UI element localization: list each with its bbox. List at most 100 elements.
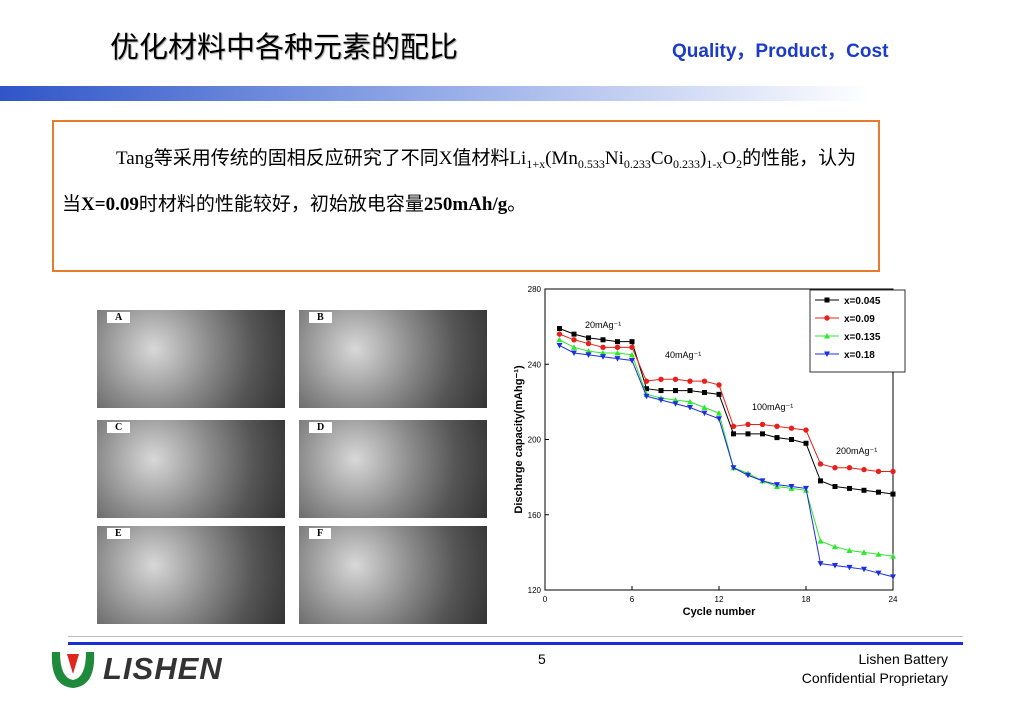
text-run: 0.233 bbox=[623, 157, 651, 171]
data-point bbox=[817, 461, 824, 467]
text-run: 。 bbox=[507, 194, 527, 215]
data-point bbox=[890, 468, 896, 475]
text-run: ) bbox=[700, 148, 707, 169]
data-point bbox=[643, 393, 650, 400]
y-tick-label: 280 bbox=[528, 285, 542, 294]
data-point bbox=[817, 538, 824, 544]
data-point bbox=[890, 553, 896, 559]
data-point bbox=[803, 485, 809, 492]
data-point bbox=[571, 350, 577, 356]
data-point bbox=[890, 491, 896, 497]
data-point bbox=[716, 416, 722, 422]
legend-label: x=0.09 bbox=[844, 314, 875, 325]
text-run: 0.533 bbox=[577, 157, 605, 171]
data-point bbox=[890, 574, 896, 580]
legend-marker bbox=[824, 297, 830, 303]
x-tick-label: 6 bbox=[630, 595, 635, 604]
annotation: 200mAg⁻¹ bbox=[836, 446, 877, 456]
data-point bbox=[629, 357, 635, 364]
data-point bbox=[672, 376, 679, 382]
data-point bbox=[875, 468, 882, 475]
text-run: (Mn bbox=[545, 148, 578, 169]
text-run: 时材料的性能较好，初始放电容量 bbox=[138, 194, 424, 215]
data-point bbox=[846, 547, 853, 553]
footer-rule bbox=[68, 636, 963, 637]
data-point bbox=[673, 388, 678, 394]
data-point bbox=[817, 561, 824, 567]
data-point bbox=[687, 378, 693, 384]
data-point bbox=[716, 391, 722, 397]
data-point bbox=[774, 423, 780, 430]
logo-mark bbox=[51, 652, 95, 688]
data-point bbox=[571, 337, 577, 343]
text-run: 250mAh/g bbox=[423, 194, 508, 215]
annotation: 100mAg⁻¹ bbox=[752, 402, 793, 412]
x-tick-label: 12 bbox=[715, 595, 724, 604]
data-point bbox=[614, 344, 621, 351]
data-point bbox=[556, 342, 563, 349]
tagline: Quality，Product，Cost bbox=[672, 41, 889, 62]
data-point bbox=[847, 485, 852, 491]
data-point bbox=[861, 549, 867, 555]
data-point bbox=[818, 478, 823, 484]
data-point bbox=[730, 423, 737, 430]
sem-image: B bbox=[299, 310, 487, 408]
legend-marker bbox=[824, 351, 830, 357]
data-point bbox=[788, 484, 795, 490]
data-point bbox=[585, 340, 592, 347]
data-point bbox=[658, 397, 664, 403]
image-label: B bbox=[309, 312, 332, 323]
data-point bbox=[846, 465, 853, 471]
y-axis-label: Discharge capacity(mAhg⁻¹) bbox=[513, 365, 525, 514]
data-point bbox=[658, 376, 664, 382]
data-point bbox=[759, 478, 766, 484]
data-point bbox=[557, 326, 562, 332]
series-line bbox=[559, 339, 894, 557]
data-point bbox=[614, 349, 621, 356]
text-run: 0.233 bbox=[673, 157, 701, 171]
data-point bbox=[803, 427, 809, 433]
logo-text: LISHEN bbox=[103, 651, 223, 686]
image-label: E bbox=[107, 528, 130, 539]
data-point bbox=[731, 431, 736, 437]
annotation: 40mAg⁻¹ bbox=[665, 350, 701, 360]
text-run: 1-x bbox=[706, 157, 723, 171]
text-run: 1+x bbox=[526, 157, 546, 171]
data-point bbox=[702, 389, 707, 395]
text-run: 的性能，认为当 bbox=[62, 148, 857, 215]
x-tick-label: 18 bbox=[802, 595, 811, 604]
data-point bbox=[832, 543, 838, 550]
legend-label: x=0.045 bbox=[844, 296, 881, 307]
confidential-note: Confidential Proprietary bbox=[801, 670, 948, 686]
data-point bbox=[861, 466, 867, 473]
legend-label: x=0.135 bbox=[844, 332, 881, 343]
image-label: C bbox=[107, 422, 131, 433]
data-point bbox=[832, 563, 838, 569]
data-point bbox=[701, 410, 708, 417]
data-point bbox=[600, 349, 606, 356]
text-box: Tang等采用传统的固相反应研究了不同X值材料Li1+x(Mn0.533Ni0.… bbox=[52, 120, 880, 272]
data-point bbox=[556, 336, 563, 343]
data-point bbox=[832, 465, 838, 471]
sem-image: F bbox=[299, 526, 487, 624]
data-point bbox=[789, 437, 794, 442]
data-point bbox=[600, 344, 606, 351]
footer-rule bbox=[68, 642, 963, 645]
data-point bbox=[687, 405, 693, 411]
data-point bbox=[643, 378, 650, 384]
text-run: O bbox=[722, 148, 737, 169]
annotation: 20mAg⁻¹ bbox=[585, 320, 621, 330]
data-point bbox=[875, 551, 882, 557]
data-point bbox=[701, 404, 708, 411]
data-point bbox=[600, 337, 606, 343]
data-point bbox=[658, 388, 664, 394]
data-point bbox=[571, 344, 577, 350]
data-point bbox=[832, 484, 838, 490]
y-tick-label: 160 bbox=[528, 511, 542, 520]
data-point bbox=[846, 564, 853, 571]
data-point bbox=[774, 435, 780, 441]
sem-image: C bbox=[97, 420, 285, 518]
header-band bbox=[0, 86, 1023, 101]
y-tick-label: 240 bbox=[528, 360, 542, 369]
